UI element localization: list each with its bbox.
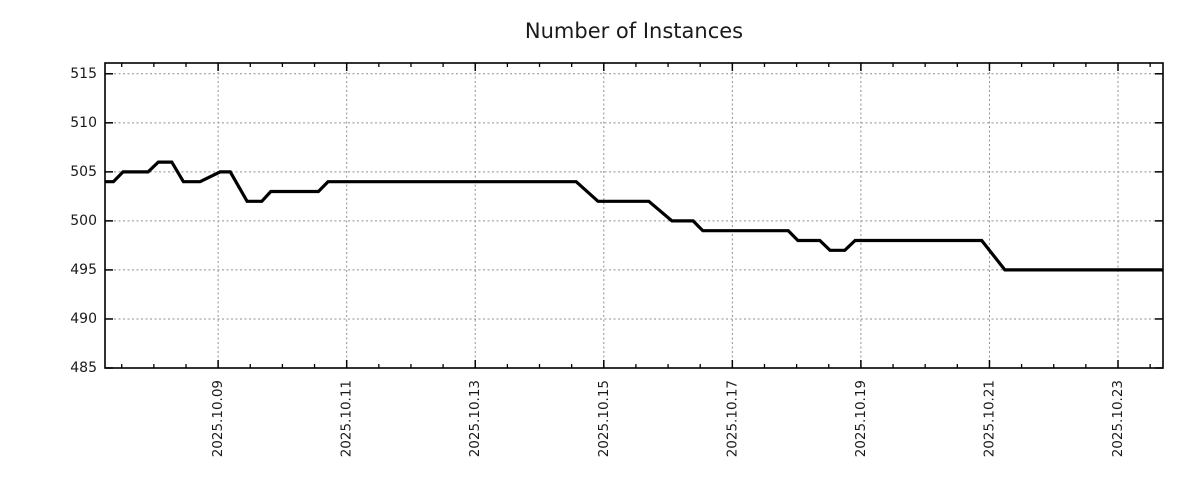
y-tick-label: 500 [70,213,97,229]
y-tick-label: 485 [70,360,97,376]
x-tick-label: 2025.10.13 [467,380,483,457]
x-tick-label: 2025.10.15 [596,380,612,457]
y-tick-label: 495 [70,262,97,278]
axis-labels-layer: 2025.10.09 2025.10.11 2025.10.13 2025.10.15… [70,66,1126,458]
x-tick-label: 2025.10.09 [210,380,226,457]
y-tick-label: 490 [70,311,97,327]
x-tick-label: 2025.10.23 [1110,380,1126,457]
series-line-instances [105,160,1163,272]
x-tick-label: 2025.10.21 [981,380,997,457]
axis-ticks-layer [105,63,1163,369]
y-tick-label: 515 [70,66,97,82]
y-tick-label: 505 [70,164,97,180]
chart-title: Number of Instances [525,19,743,43]
x-tick-label: 2025.10.11 [339,380,355,457]
x-tick-label: 2025.10.17 [724,380,740,457]
x-tick-label: 2025.10.19 [853,380,869,457]
series-line-layer [105,160,1163,272]
grid-layer [105,63,1163,369]
y-tick-label: 510 [70,115,97,131]
plot-border [104,62,1164,369]
